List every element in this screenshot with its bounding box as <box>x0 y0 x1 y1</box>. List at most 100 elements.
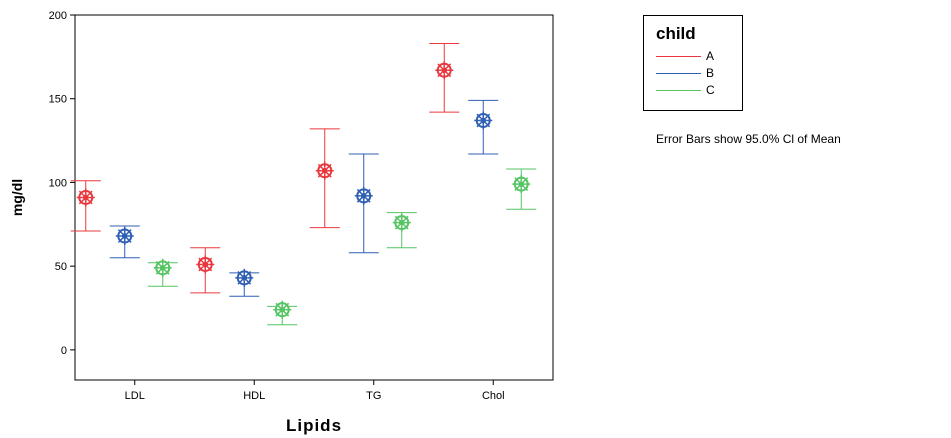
mean-marker-spoke <box>514 177 520 183</box>
y-axis: 0 50 100 150 200 <box>49 10 75 357</box>
legend-label-c: C <box>706 83 715 97</box>
x-axis: LDL HDL TG Chol <box>125 380 505 402</box>
error-bar-a-hdl <box>190 247 221 294</box>
mean-marker-spoke <box>317 163 324 170</box>
error-bar-a-tg <box>309 128 340 229</box>
mean-marker-center <box>202 261 209 268</box>
mean-marker-center <box>241 274 248 281</box>
mean-marker-spoke <box>164 269 170 275</box>
error-bar-b-hdl <box>229 268 260 297</box>
mean-marker-spoke <box>476 122 482 128</box>
y-tick-label: 150 <box>49 94 67 106</box>
mean-marker-center <box>159 264 166 271</box>
error-bar-a-chol <box>429 42 460 113</box>
mean-marker-center <box>441 67 448 74</box>
x-tick-label: Chol <box>482 390 505 402</box>
mean-marker-spoke <box>522 177 529 183</box>
mean-marker-spoke <box>394 215 401 222</box>
mean-marker-spoke <box>126 229 132 235</box>
legend-item-a: A <box>656 49 742 63</box>
legend-item-c: C <box>656 83 742 97</box>
mean-marker-center <box>480 117 487 124</box>
mean-marker-spoke <box>87 190 93 196</box>
y-tick-label: 0 <box>61 345 67 357</box>
mean-marker-spoke <box>326 172 332 178</box>
mean-marker-spoke <box>237 270 243 277</box>
x-tick-label: HDL <box>243 390 265 402</box>
mean-marker-spoke <box>365 197 371 203</box>
mean-marker-spoke <box>356 188 363 195</box>
x-tick-label: LDL <box>125 390 145 402</box>
error-bar-b-tg <box>348 153 379 254</box>
error-bar-c-hdl <box>267 300 298 326</box>
mean-marker-spoke <box>275 302 281 309</box>
error-bar-c-ldl <box>147 258 178 287</box>
mean-marker-spoke <box>476 113 482 119</box>
y-tick-label: 100 <box>49 177 67 189</box>
mean-marker-center <box>121 233 128 240</box>
mean-marker-spoke <box>437 63 443 69</box>
mean-marker-center <box>321 167 328 174</box>
mean-marker-spoke <box>198 257 204 263</box>
error-bar-b-ldl <box>109 225 140 259</box>
mean-marker-center <box>360 192 367 199</box>
error-bar-note: Error Bars show 95.0% Cl of Mean <box>656 132 841 146</box>
mean-marker-center <box>82 194 89 201</box>
mean-marker-spoke <box>245 279 252 285</box>
mean-marker-spoke <box>117 229 124 235</box>
x-axis-label: Lipids <box>286 416 342 435</box>
legend-swatch-c <box>656 90 701 91</box>
plot-frame <box>74 14 554 381</box>
legend-swatch-a <box>656 56 701 57</box>
mean-marker-spoke <box>283 302 290 309</box>
legend: child A B C <box>643 15 743 111</box>
error-bar-c-tg <box>386 212 417 249</box>
y-tick-label: 50 <box>55 261 67 273</box>
legend-label-a: A <box>706 49 715 63</box>
data-marks <box>70 42 537 326</box>
mean-marker-spoke <box>356 197 363 203</box>
mean-marker-spoke <box>283 311 290 317</box>
mean-marker-spoke <box>206 257 213 263</box>
mean-marker-spoke <box>394 224 401 230</box>
error-bar-a-ldl <box>70 180 101 232</box>
y-axis-label: mg/dl <box>9 179 25 216</box>
error-bar-b-chol <box>468 99 499 155</box>
error-bar-c-chol <box>506 168 537 210</box>
legend-item-b: B <box>656 66 742 80</box>
mean-marker-spoke <box>514 185 520 191</box>
mean-marker-spoke <box>155 260 162 267</box>
mean-marker-spoke <box>317 172 324 178</box>
legend-label-b: B <box>706 66 715 80</box>
mean-marker-spoke <box>126 237 132 243</box>
mean-marker-spoke <box>445 63 452 69</box>
mean-marker-spoke <box>484 122 491 128</box>
mean-marker-spoke <box>117 237 124 243</box>
mean-marker-center <box>398 219 405 226</box>
y-tick-label: 200 <box>49 10 67 22</box>
mean-marker-spoke <box>365 188 371 195</box>
mean-marker-spoke <box>484 113 491 119</box>
mean-marker-spoke <box>87 199 93 205</box>
mean-marker-spoke <box>403 224 409 230</box>
mean-marker-center <box>279 306 286 313</box>
mean-marker-center <box>518 181 525 188</box>
x-tick-label: TG <box>366 390 381 402</box>
mean-marker-spoke <box>237 279 243 285</box>
mean-marker-spoke <box>155 269 162 275</box>
mean-marker-spoke <box>245 270 252 277</box>
mean-marker-spoke <box>522 185 529 191</box>
legend-swatch-b <box>656 73 701 74</box>
mean-marker-spoke <box>78 199 85 205</box>
mean-marker-spoke <box>275 311 281 317</box>
mean-marker-spoke <box>445 71 452 78</box>
mean-marker-spoke <box>326 163 332 170</box>
mean-marker-spoke <box>437 71 443 78</box>
legend-title: child <box>656 24 696 43</box>
mean-marker-spoke <box>164 260 170 267</box>
mean-marker-spoke <box>206 266 213 272</box>
mean-marker-spoke <box>198 266 204 272</box>
mean-marker-spoke <box>403 215 409 222</box>
mean-marker-spoke <box>78 190 85 196</box>
